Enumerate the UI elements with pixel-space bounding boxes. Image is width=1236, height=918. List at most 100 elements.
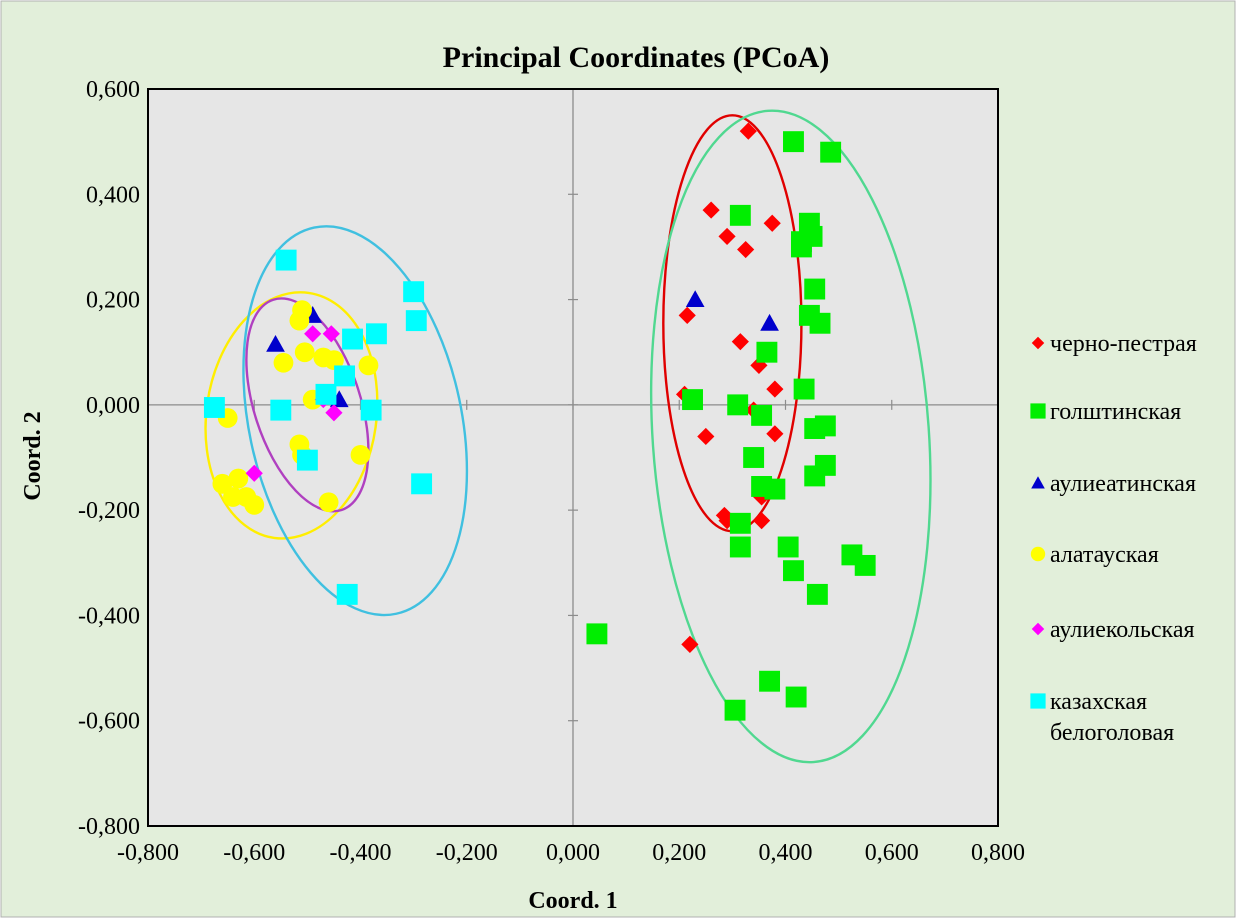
series-2 (266, 290, 779, 408)
data-point (809, 312, 831, 334)
data-point (718, 512, 736, 530)
legend-marker (1030, 546, 1046, 562)
data-point (324, 350, 344, 371)
data-point (244, 494, 265, 515)
plot-border (147, 88, 999, 827)
data-point (294, 342, 315, 363)
data-point (753, 488, 771, 506)
legend-label: алатауская (1050, 542, 1159, 568)
data-point (228, 468, 249, 489)
data-point (318, 492, 339, 513)
data-point (678, 306, 696, 324)
data-point (270, 399, 292, 421)
y-tick-label: 0,600 (86, 77, 140, 103)
data-point (322, 325, 340, 343)
data-point (790, 236, 812, 258)
y-tick-label: -0,800 (78, 814, 140, 840)
data-point (411, 473, 433, 495)
data-point (760, 313, 779, 331)
ellipse-аулиекольская (245, 297, 370, 513)
data-point (756, 341, 778, 363)
x-tick-label: 0,400 (759, 840, 813, 866)
data-point (729, 512, 751, 534)
data-point (296, 449, 318, 471)
data-point (685, 290, 705, 308)
data-point (336, 583, 358, 605)
y-tick-label: 0,400 (86, 182, 140, 208)
legend-label: казахская (1050, 689, 1147, 715)
data-point (358, 355, 379, 376)
data-point (724, 699, 746, 721)
data-point (334, 365, 356, 387)
data-point (753, 512, 771, 530)
data-point (350, 444, 371, 465)
data-point (275, 249, 297, 271)
data-point (289, 310, 310, 331)
data-point (763, 214, 781, 232)
data-point (793, 378, 815, 400)
data-point (365, 323, 387, 345)
data-point (750, 356, 768, 374)
data-point (737, 240, 755, 259)
data-point (403, 281, 425, 303)
legend-label: аулиекольская (1050, 617, 1195, 643)
data-point (743, 447, 765, 468)
legend-marker (1031, 622, 1045, 636)
x-tick-label: -0,200 (436, 840, 498, 866)
x-tick-label: -0,800 (117, 840, 179, 866)
data-point (360, 399, 382, 421)
x-tick-label: 0,200 (652, 840, 706, 866)
data-point (804, 418, 826, 439)
x-tick-label: -0,400 (330, 840, 392, 866)
data-point (783, 560, 804, 582)
legend-marker (1031, 336, 1045, 350)
x-tick-label: 0,800 (971, 840, 1025, 866)
y-tick-label: 0,000 (86, 393, 140, 419)
y-tick-label: -0,200 (78, 498, 140, 524)
data-point (342, 328, 363, 350)
x-axis-label: Coord. 1 (528, 888, 617, 914)
data-point (820, 141, 842, 163)
data-point (405, 310, 427, 332)
series-5 (203, 249, 433, 605)
data-point (266, 334, 285, 352)
data-point (759, 670, 781, 692)
legend-label: голштинская (1050, 399, 1181, 425)
legend-marker (1030, 403, 1046, 419)
data-point (203, 397, 225, 418)
data-point (731, 333, 749, 351)
x-tick-label: -0,600 (223, 840, 285, 866)
chart-title: Principal Coordinates (PCoA) (443, 41, 830, 74)
ellipse-голштинская (649, 109, 932, 764)
data-point (739, 122, 757, 140)
data-point (315, 383, 337, 405)
data-point (783, 131, 804, 153)
data-point (804, 278, 826, 300)
legend-label: белоголовая (1050, 720, 1174, 746)
ellipse-казахская-белоголовая (242, 225, 469, 617)
data-point (586, 623, 608, 645)
y-axis-label: Coord. 2 (20, 411, 46, 500)
legend: черно-пестрая голштинская аулиеатинская ала… (1030, 331, 1197, 746)
legend-marker (1030, 693, 1046, 709)
y-tick-label: -0,600 (78, 709, 140, 735)
series-3 (212, 300, 379, 515)
data-point (273, 352, 294, 373)
data-point (764, 478, 786, 500)
data-point (729, 536, 751, 558)
y-axis-ticks: -0,800 -0,600 -0,400 -0,200 0,000 0,200 0,400 0… (78, 77, 140, 840)
x-axis-ticks: -0,800 -0,600 -0,400 -0,200 0,000 0,200 0,400 0… (117, 840, 1025, 866)
data-point (785, 686, 807, 708)
data-point (697, 427, 715, 446)
x-tick-label: 0,000 (546, 840, 600, 866)
data-point (766, 380, 784, 398)
data-point (751, 404, 773, 426)
series-1 (586, 131, 876, 721)
y-tick-label: 0,200 (86, 288, 140, 314)
data-point (702, 201, 720, 219)
y-tick-label: -0,400 (78, 603, 140, 629)
data-point (245, 464, 263, 482)
data-point (777, 536, 799, 558)
